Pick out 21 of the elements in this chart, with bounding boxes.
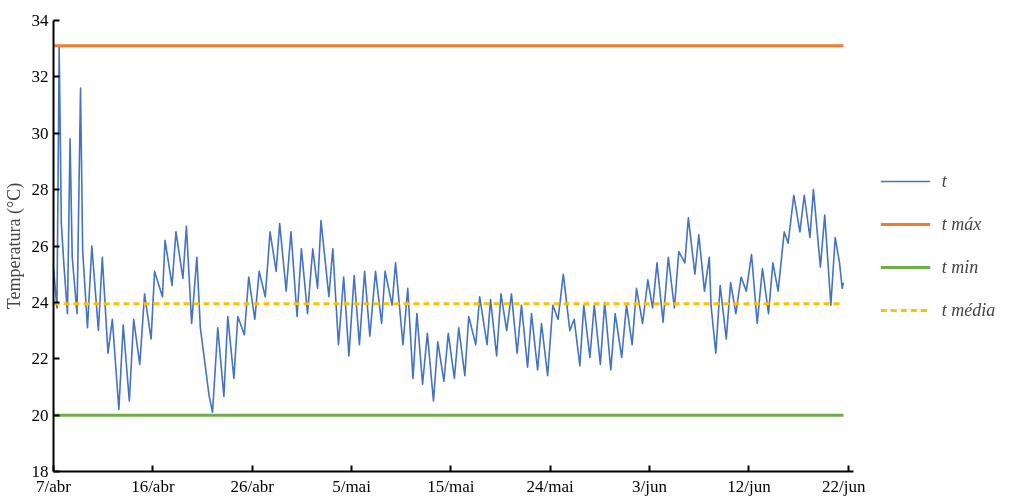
x-tick-label: 22/jun	[822, 476, 866, 496]
legend-label: t	[941, 170, 948, 192]
y-tick-label: 34	[31, 11, 49, 30]
x-tick-label: 26/abr	[230, 476, 275, 496]
y-tick-label: 26	[31, 236, 49, 256]
y-tick-label: 28	[31, 180, 49, 200]
x-tick-label: 24/mai	[526, 476, 575, 496]
y-tick-label: 24	[31, 292, 49, 312]
y-tick-label: 32	[31, 67, 49, 87]
y-tick-label: 22	[31, 349, 49, 369]
x-tick-label: 15/mai	[427, 476, 475, 496]
x-tick-label: 3/jun	[632, 476, 668, 496]
legend-label: t min	[941, 256, 979, 278]
y-tick-label: 20	[31, 405, 49, 425]
legend-label: t máx	[941, 213, 982, 235]
x-tick-label: 16/abr	[131, 476, 175, 496]
x-tick-label: 12/jun	[727, 476, 772, 496]
y-tick-label: 30	[31, 123, 49, 143]
x-tick-label: 5/mai	[332, 476, 372, 496]
legend-label: t média	[941, 299, 996, 321]
y-axis-title: Temperatura (°C)	[3, 182, 25, 310]
